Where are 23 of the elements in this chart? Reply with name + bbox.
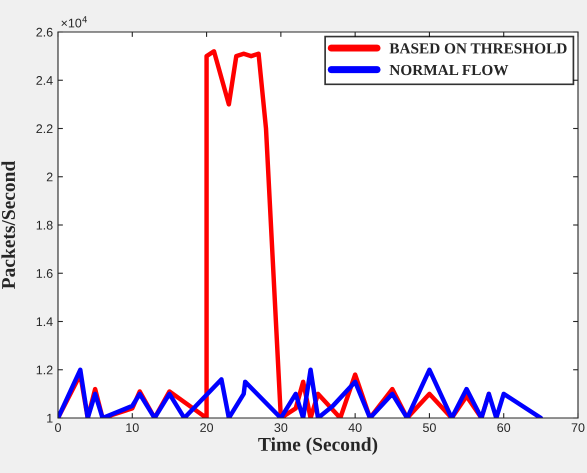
text: ×10$^{4}$	[61, 16, 87, 28]
legend-label: BASED ON THRESHOLD	[390, 43, 567, 54]
x-tick-label: 30	[274, 423, 288, 432]
x-tick-label: 50	[422, 423, 436, 432]
y-tick-label: 1.6	[36, 269, 53, 278]
x-tick-label: 0	[55, 423, 61, 432]
y-tick-label: 1.2	[36, 366, 53, 374]
y-axis-title: Packets/Second	[1, 160, 16, 289]
x-tick-label: 40	[348, 423, 362, 432]
x-tick-label: 70	[572, 423, 584, 432]
y-tick-label: 1.8	[36, 220, 53, 230]
y-tick-label: 1.4	[36, 317, 53, 326]
y-tick-label: 2.4	[36, 76, 53, 85]
x-tick-label: 20	[200, 423, 214, 432]
x-tick-label: 60	[497, 423, 510, 432]
x-axis-title: Time (Second)	[258, 437, 378, 455]
x-tick-label: 10	[126, 423, 139, 432]
y-tick-label: 2.6	[36, 28, 53, 37]
y-tick-label: 1	[47, 414, 53, 423]
y-tick-label: 2	[46, 172, 53, 182]
line-series	[58, 368, 544, 418]
y-tick-label: 2.2	[36, 124, 53, 134]
legend-label: NORMAL FLOW	[390, 64, 508, 76]
